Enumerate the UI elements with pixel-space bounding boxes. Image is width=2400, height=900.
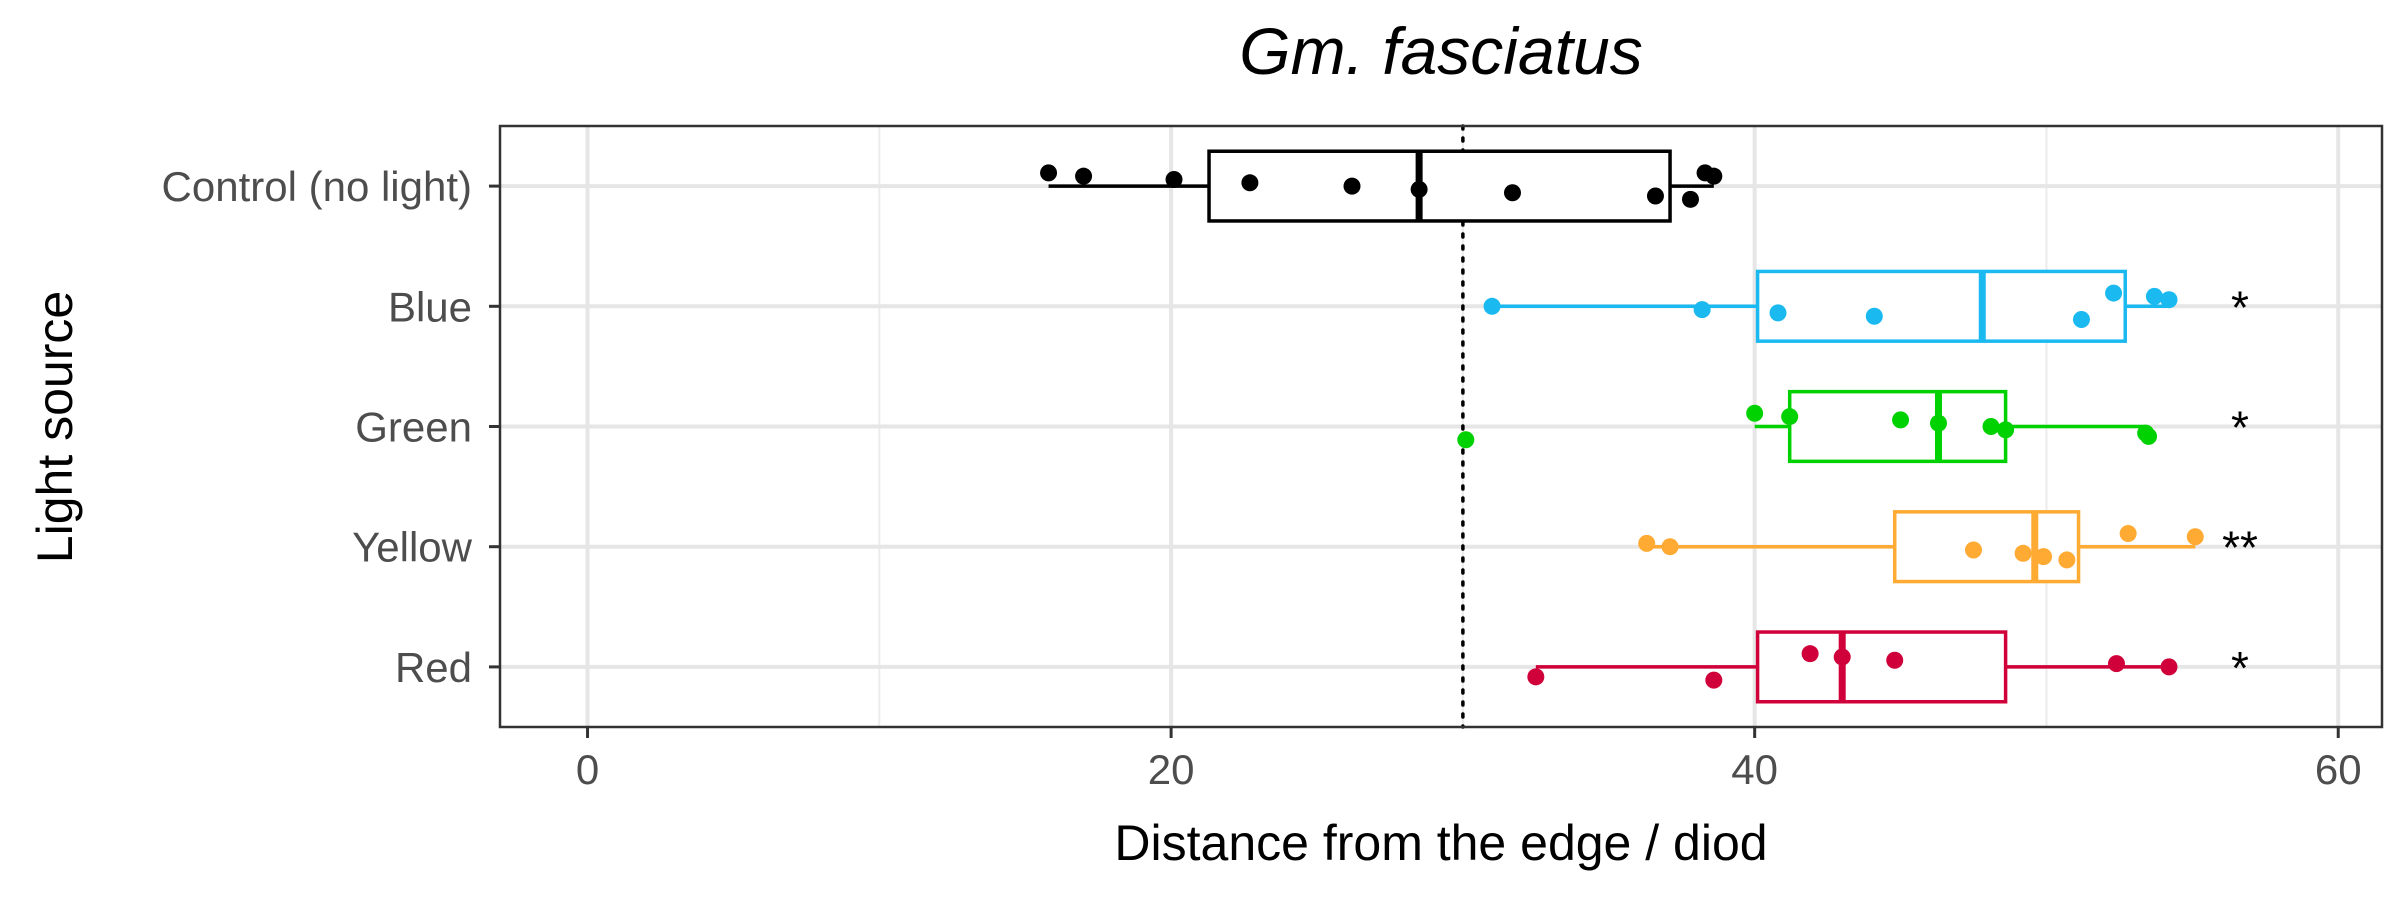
data-point — [1638, 534, 1656, 552]
data-point — [2140, 427, 2158, 445]
data-point — [1892, 411, 1910, 429]
data-point — [1769, 304, 1787, 322]
x-tick-label: 20 — [1148, 746, 1195, 793]
data-point — [1040, 164, 1058, 182]
data-point — [1241, 174, 1259, 192]
data-point — [1929, 414, 1947, 432]
data-point — [2186, 528, 2204, 546]
data-point — [1681, 190, 1699, 208]
y-tick-label: Green — [355, 404, 472, 451]
data-point — [1997, 421, 2015, 439]
data-point — [1781, 408, 1799, 426]
data-point — [2058, 551, 2076, 569]
box — [1755, 630, 2008, 704]
data-point — [1965, 541, 1983, 559]
data-point — [2145, 287, 2163, 305]
data-point — [2119, 524, 2137, 542]
data-point — [1693, 301, 1711, 319]
data-point — [1457, 431, 1475, 449]
box-group: * — [1483, 269, 2249, 343]
data-point — [1165, 170, 1183, 188]
data-point — [1503, 184, 1521, 202]
data-point — [1705, 671, 1723, 689]
data-point — [1865, 307, 1883, 325]
chart-title: Gm. fasciatus — [1239, 14, 1642, 88]
box-group — [1040, 149, 1723, 223]
data-point — [2160, 658, 2178, 676]
data-point — [2072, 311, 2090, 329]
data-point — [2107, 655, 2125, 673]
significance-label: * — [2231, 642, 2249, 694]
data-point — [1410, 180, 1428, 198]
y-tick-label: Red — [395, 644, 472, 691]
box-group: * — [1527, 630, 2249, 704]
box-group: * — [1457, 389, 2249, 464]
x-tick-label: 40 — [1731, 746, 1778, 793]
y-tick-label: Blue — [388, 283, 472, 330]
data-point — [1343, 177, 1361, 195]
box — [1892, 510, 2081, 584]
data-point — [1886, 651, 1904, 669]
box-group: ** — [1638, 510, 2258, 584]
box — [1207, 149, 1672, 223]
data-point — [1746, 404, 1764, 422]
data-point — [2035, 548, 2053, 566]
data-point — [2014, 544, 2032, 562]
data-point — [1833, 648, 1851, 666]
data-point — [1483, 297, 1501, 315]
x-tick-label: 60 — [2315, 746, 2362, 793]
data-point — [2160, 291, 2178, 309]
x-tick-label: 0 — [576, 746, 599, 793]
significance-label: ** — [2222, 522, 2258, 574]
data-point — [2105, 284, 2123, 302]
data-point — [1075, 167, 1093, 185]
y-tick-label: Control (no light) — [162, 163, 472, 210]
box — [1755, 269, 2127, 343]
x-axis-title: Distance from the edge / diod — [1114, 815, 1767, 871]
y-tick-label: Yellow — [352, 524, 473, 571]
data-point — [1527, 668, 1545, 686]
y-axis-title: Light source — [27, 291, 83, 563]
significance-label: * — [2231, 402, 2249, 454]
data-point — [1801, 645, 1819, 663]
data-point — [1982, 418, 2000, 435]
data-point — [1661, 538, 1679, 556]
data-point — [1705, 167, 1723, 185]
data-point — [1646, 187, 1664, 205]
significance-label: * — [2231, 281, 2249, 333]
